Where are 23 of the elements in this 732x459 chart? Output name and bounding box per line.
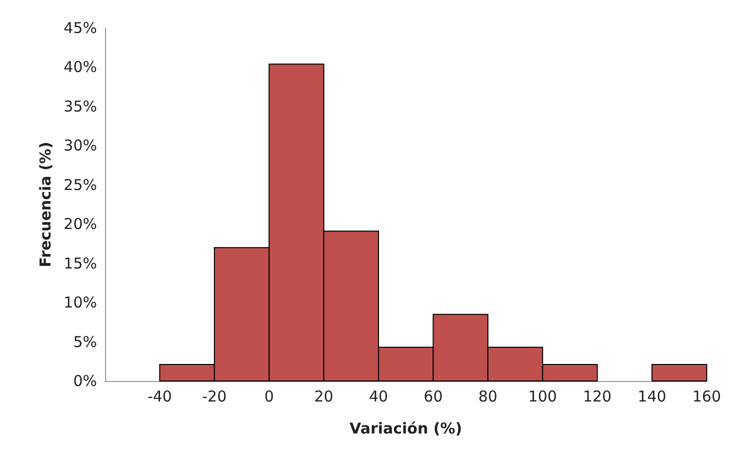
x-tick-label: -20 [202,388,227,406]
x-tick-label: 20 [314,388,334,406]
x-tick-label: -40 [147,388,172,406]
y-axis-title: Frecuencia (%) [36,142,54,268]
y-tick-label: 45% [64,19,97,37]
y-tick-label: 40% [64,58,97,76]
x-tick-label: 80 [478,388,498,406]
y-tick-label: 20% [64,215,97,234]
x-tick-label: 40 [368,388,388,406]
x-tick-label: 60 [424,388,443,406]
y-tick-label: 15% [64,254,97,272]
y-tick-label: 35% [64,97,97,116]
y-tick-label: 10% [64,294,97,312]
x-axis-title: Variación (%) [350,420,462,438]
y-tick-label: 0% [73,372,97,390]
x-tick-label: 100 [528,388,557,406]
x-tick-label: 140 [638,388,666,406]
y-tick-label: 30% [64,136,97,155]
x-tick-label: 160 [692,388,722,406]
x-tick-label: 0 [264,388,274,406]
y-tick-label: 5% [73,332,97,351]
x-tick-label: 120 [582,388,612,406]
y-tick-label: 25% [64,176,97,194]
